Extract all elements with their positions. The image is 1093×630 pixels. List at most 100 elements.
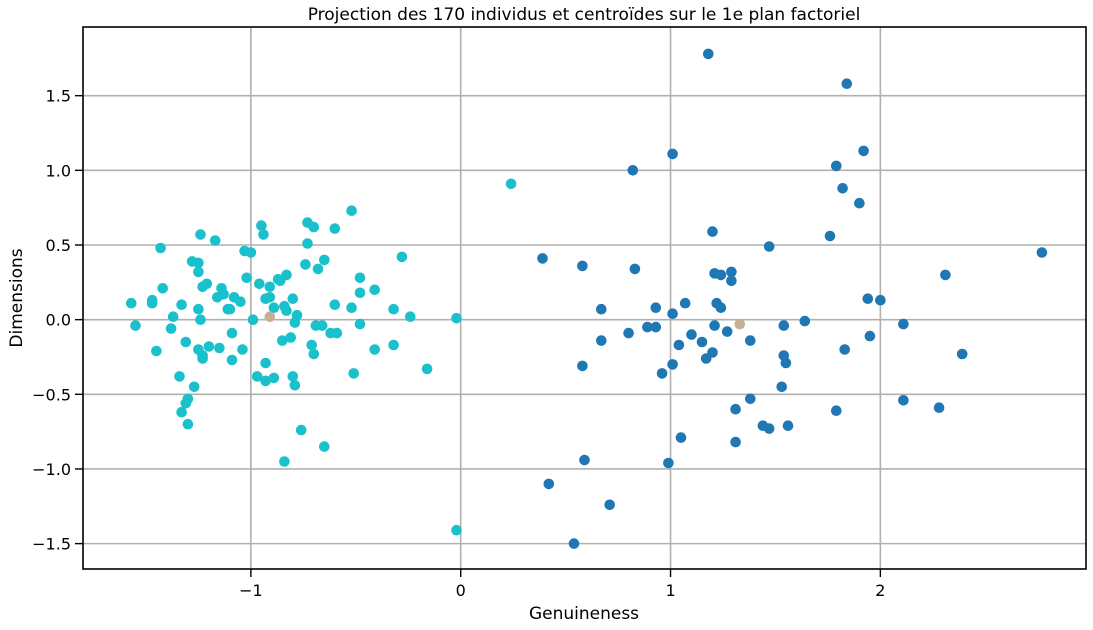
data-point	[831, 405, 842, 417]
data-point	[577, 360, 588, 372]
data-point	[176, 406, 187, 418]
data-point	[763, 423, 775, 434]
data-point	[287, 371, 299, 382]
data-point	[214, 342, 225, 354]
data-point	[226, 354, 238, 366]
data-point	[308, 221, 320, 233]
data-point	[650, 302, 662, 314]
data-point	[679, 297, 691, 309]
data-point	[642, 321, 653, 333]
data-point	[201, 278, 213, 290]
data-point	[543, 478, 555, 490]
data-point	[174, 371, 185, 382]
data-point	[667, 308, 678, 320]
data-point	[451, 524, 462, 536]
data-point	[505, 178, 517, 190]
data-point	[745, 393, 756, 405]
y-tick-label: 0.0	[46, 311, 71, 330]
data-point	[167, 311, 179, 323]
data-point	[218, 289, 229, 300]
data-point	[306, 339, 318, 351]
data-point	[405, 311, 416, 323]
data-point	[237, 344, 248, 355]
plot-frame	[82, 26, 1087, 570]
data-point	[209, 235, 221, 246]
data-point	[726, 266, 737, 278]
data-point	[182, 393, 194, 405]
data-point	[824, 230, 836, 242]
y-tick-label: 1.0	[46, 161, 71, 180]
data-point	[703, 48, 714, 60]
data-point	[745, 335, 756, 346]
data-point	[126, 297, 137, 309]
data-point	[956, 348, 968, 360]
data-point	[165, 323, 177, 334]
data-point	[256, 220, 267, 231]
data-point	[396, 251, 408, 263]
data-point	[247, 314, 259, 326]
data-point	[707, 226, 718, 237]
centroid-point	[264, 311, 276, 323]
axis-ticks: −1 0 1 2 −1.5 −1.0 −0.5 0.0 0.5 1.0 1.5	[32, 87, 885, 600]
data-point	[329, 299, 341, 311]
data-point	[656, 368, 668, 379]
data-point	[312, 263, 324, 275]
data-point	[864, 330, 876, 342]
data-point	[388, 339, 399, 351]
data-point	[839, 344, 850, 355]
x-tick-label: −1	[239, 581, 263, 600]
data-point	[354, 287, 366, 299]
y-tick-label: −1.5	[32, 535, 71, 554]
data-point	[875, 294, 886, 306]
data-point	[650, 321, 662, 333]
data-point	[264, 281, 276, 293]
data-point	[933, 402, 945, 414]
data-point	[537, 253, 548, 264]
data-point	[245, 247, 257, 258]
data-point	[151, 345, 162, 357]
data-point	[730, 403, 741, 415]
data-point	[629, 263, 641, 275]
data-point	[258, 229, 269, 240]
data-point	[277, 335, 288, 346]
data-point	[604, 499, 615, 511]
data-point	[268, 372, 280, 384]
data-point	[316, 320, 328, 331]
data-point	[348, 368, 360, 379]
data-point	[663, 457, 674, 469]
data-point	[782, 420, 794, 432]
data-point	[596, 335, 607, 346]
data-point	[421, 363, 433, 375]
data-point	[388, 303, 399, 315]
data-point	[331, 327, 343, 339]
data-point	[224, 303, 236, 315]
x-tick-label: 1	[665, 581, 675, 600]
data-point	[195, 314, 206, 326]
data-point	[858, 145, 869, 157]
data-point	[300, 259, 311, 270]
data-point	[251, 371, 263, 382]
data-point	[579, 454, 590, 466]
data-point	[264, 292, 276, 303]
data-point	[776, 381, 787, 393]
data-point	[940, 269, 951, 281]
data-point	[854, 197, 865, 209]
data-point	[346, 205, 357, 216]
data-point	[451, 312, 462, 324]
data-point	[709, 320, 720, 331]
data-point	[281, 305, 292, 317]
data-point	[627, 165, 639, 176]
data-point	[780, 357, 792, 369]
data-point	[260, 357, 271, 369]
x-tick-label: 2	[875, 581, 885, 600]
data-point	[319, 254, 330, 266]
data-point	[195, 229, 206, 240]
data-point	[898, 318, 909, 330]
data-point	[182, 418, 194, 430]
data-point	[369, 284, 381, 296]
data-point	[203, 341, 215, 352]
data-point	[193, 257, 204, 269]
data-point	[667, 359, 678, 370]
data-point	[235, 296, 246, 308]
